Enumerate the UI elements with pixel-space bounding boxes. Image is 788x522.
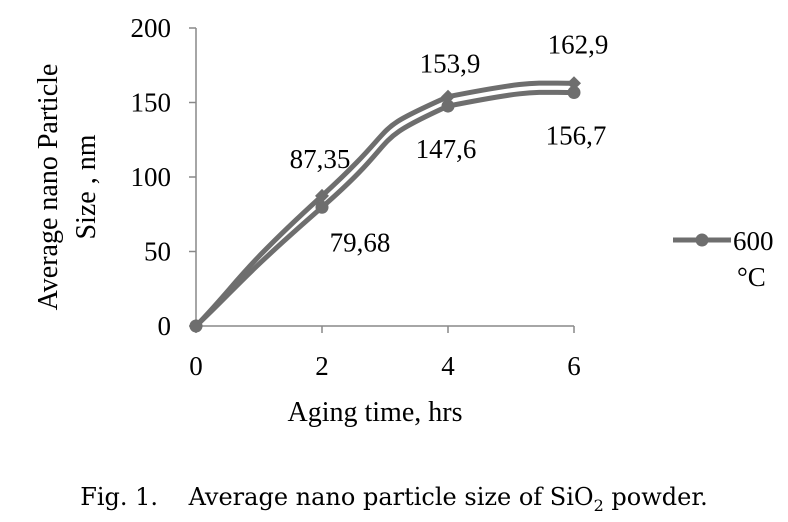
- figure-caption: Fig. 1. Average nano particle size of Si…: [0, 483, 788, 515]
- data-point-circle: [189, 319, 203, 333]
- y-axis-title-line2: Size , nm: [71, 134, 102, 239]
- legend: 600 °C: [673, 226, 774, 292]
- data-label: 153,9: [420, 49, 481, 79]
- caption-text: Average nano particle size of SiO: [188, 483, 594, 511]
- x-tick-label: 2: [315, 351, 329, 381]
- data-label: 156,7: [546, 121, 607, 151]
- y-tick-label: 50: [144, 237, 171, 267]
- series-line-2: [194, 89, 575, 328]
- y-tick-label: 0: [158, 311, 172, 341]
- plot-area: 87,35 153,9 162,9 79,68 147,6 156,7: [189, 29, 608, 333]
- data-label: 147,6: [416, 134, 477, 164]
- data-point-diamond: [567, 76, 581, 91]
- x-tick-label: 6: [567, 351, 581, 381]
- data-label: 79,68: [330, 227, 391, 257]
- series-line-1: [194, 80, 575, 328]
- legend-marker-circle: [695, 233, 709, 247]
- data-point-diamond: [315, 188, 329, 203]
- caption-subscript: 2: [593, 495, 604, 515]
- y-tick-label: 200: [131, 13, 172, 43]
- chart: 0 50 100 150 200 0 2 4 6 Aging time, hrs Average n…: [33, 13, 774, 428]
- legend-label-line1: 600: [733, 226, 774, 256]
- y-tick-label: 150: [131, 88, 172, 118]
- y-axis-title-line1: Average nano Particle: [33, 64, 64, 311]
- x-axis-title: Aging time, hrs: [288, 397, 463, 428]
- x-tick-label: 4: [441, 351, 455, 381]
- y-axis-title: Average nano Particle Size , nm: [33, 64, 102, 311]
- caption-prefix: Fig. 1.: [80, 483, 159, 511]
- x-tick-label: 0: [189, 351, 203, 381]
- data-point-circle: [567, 86, 581, 100]
- data-point-circle: [315, 200, 329, 214]
- data-label: 87,35: [290, 144, 351, 174]
- caption-suffix: powder.: [603, 483, 708, 511]
- data-label: 162,9: [548, 29, 609, 59]
- y-tick-label: 100: [131, 162, 172, 192]
- data-point-diamond: [441, 89, 455, 104]
- data-point-circle: [441, 99, 455, 113]
- legend-label-line2: °C: [737, 262, 766, 292]
- axes: 0 50 100 150 200 0 2 4 6 Aging time, hrs Average n…: [33, 13, 581, 428]
